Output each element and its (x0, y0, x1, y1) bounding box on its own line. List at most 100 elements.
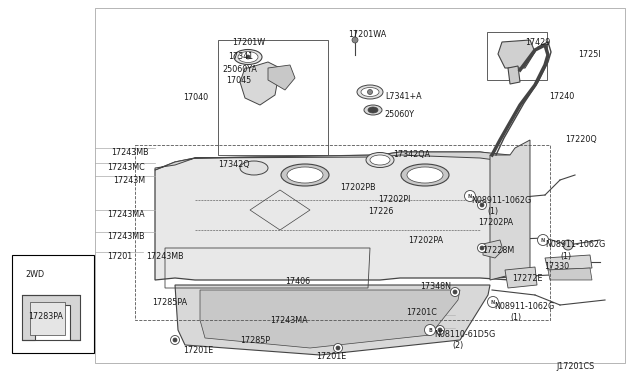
Polygon shape (483, 240, 503, 258)
Text: 17341: 17341 (228, 52, 253, 61)
Text: 17201C: 17201C (406, 308, 437, 317)
Bar (95, 8, 625, 363)
Text: N: N (491, 299, 495, 305)
Text: 17342QA: 17342QA (393, 150, 430, 159)
Text: 2WD: 2WD (25, 270, 44, 279)
Circle shape (563, 240, 573, 250)
Ellipse shape (287, 167, 323, 183)
Circle shape (336, 346, 340, 350)
Circle shape (488, 296, 499, 308)
Circle shape (246, 55, 250, 59)
Text: N08911-1062G: N08911-1062G (471, 196, 531, 205)
Polygon shape (505, 267, 537, 288)
Text: 17330: 17330 (544, 262, 569, 271)
Circle shape (435, 326, 445, 334)
Text: 17040: 17040 (183, 93, 208, 102)
Circle shape (367, 90, 372, 94)
Bar (12, 255, 94, 353)
Bar (218, 40, 328, 155)
Ellipse shape (240, 161, 268, 175)
Ellipse shape (234, 49, 262, 64)
Ellipse shape (364, 105, 382, 115)
Text: 17406: 17406 (285, 277, 310, 286)
Text: 17342Q: 17342Q (218, 160, 250, 169)
Polygon shape (548, 268, 592, 280)
Circle shape (424, 324, 435, 336)
Text: J17201CS: J17201CS (556, 362, 595, 371)
Circle shape (170, 336, 179, 344)
Text: 1725I: 1725I (578, 50, 600, 59)
Text: (1): (1) (487, 207, 498, 216)
Text: 17201W: 17201W (232, 38, 265, 47)
Text: 17243MC: 17243MC (107, 163, 145, 172)
Text: 17243MB: 17243MB (111, 148, 148, 157)
Bar (135, 145, 550, 320)
Text: N: N (468, 193, 472, 199)
Text: 17243MA: 17243MA (270, 316, 308, 325)
Text: (1): (1) (560, 252, 571, 261)
Polygon shape (498, 40, 535, 68)
Text: (2): (2) (452, 341, 463, 350)
Polygon shape (545, 255, 592, 270)
Text: 17220Q: 17220Q (565, 135, 596, 144)
Circle shape (451, 288, 460, 296)
Text: (1): (1) (510, 313, 521, 322)
Text: 17045: 17045 (226, 76, 252, 85)
Text: 25060Y: 25060Y (384, 110, 414, 119)
Text: 17285PA: 17285PA (152, 298, 187, 307)
Ellipse shape (357, 85, 383, 99)
Circle shape (538, 234, 548, 246)
Text: 17202PA: 17202PA (408, 236, 443, 245)
Circle shape (480, 246, 484, 250)
Text: 17228M: 17228M (482, 246, 515, 255)
Text: N08110-61D5G: N08110-61D5G (434, 330, 495, 339)
Text: 17285P: 17285P (240, 336, 270, 345)
Polygon shape (508, 66, 520, 84)
Text: 17243MB: 17243MB (146, 252, 184, 261)
Text: 17202PA: 17202PA (478, 218, 513, 227)
Polygon shape (490, 140, 530, 280)
Circle shape (477, 201, 486, 209)
Text: 17348N: 17348N (420, 282, 451, 291)
Text: 17202PB: 17202PB (340, 183, 376, 192)
Ellipse shape (281, 164, 329, 186)
Text: N: N (541, 237, 545, 243)
Circle shape (453, 290, 457, 294)
Circle shape (333, 343, 342, 353)
Polygon shape (268, 65, 295, 90)
Polygon shape (30, 302, 65, 335)
Text: 17429: 17429 (525, 38, 550, 47)
Polygon shape (155, 152, 510, 170)
Ellipse shape (361, 87, 379, 96)
Text: N08911-1062G: N08911-1062G (545, 240, 605, 249)
Text: N08911-1062G: N08911-1062G (494, 302, 554, 311)
Text: B: B (428, 327, 432, 333)
Circle shape (465, 190, 476, 202)
Text: 17272E: 17272E (512, 274, 543, 283)
Circle shape (480, 203, 484, 207)
Text: 17243MA: 17243MA (107, 210, 145, 219)
Text: L7341+A: L7341+A (385, 92, 422, 101)
Text: 17201WA: 17201WA (348, 30, 387, 39)
Ellipse shape (401, 164, 449, 186)
Text: 17240: 17240 (549, 92, 574, 101)
Text: 17226: 17226 (368, 207, 394, 216)
Text: 17243M: 17243M (113, 176, 145, 185)
Text: 17243MB: 17243MB (107, 232, 145, 241)
Text: 17201E: 17201E (316, 352, 346, 361)
Polygon shape (22, 295, 80, 340)
Ellipse shape (238, 51, 258, 62)
Polygon shape (175, 285, 490, 355)
Bar (487, 32, 547, 80)
Circle shape (477, 244, 486, 253)
Polygon shape (240, 62, 280, 105)
Text: 25060YA: 25060YA (222, 65, 257, 74)
Text: 17283PA: 17283PA (28, 312, 63, 321)
Ellipse shape (407, 167, 443, 183)
Circle shape (438, 328, 442, 332)
Ellipse shape (366, 153, 394, 167)
Polygon shape (200, 290, 460, 348)
Polygon shape (155, 152, 510, 280)
Text: 17201: 17201 (107, 252, 132, 261)
Ellipse shape (370, 155, 390, 165)
